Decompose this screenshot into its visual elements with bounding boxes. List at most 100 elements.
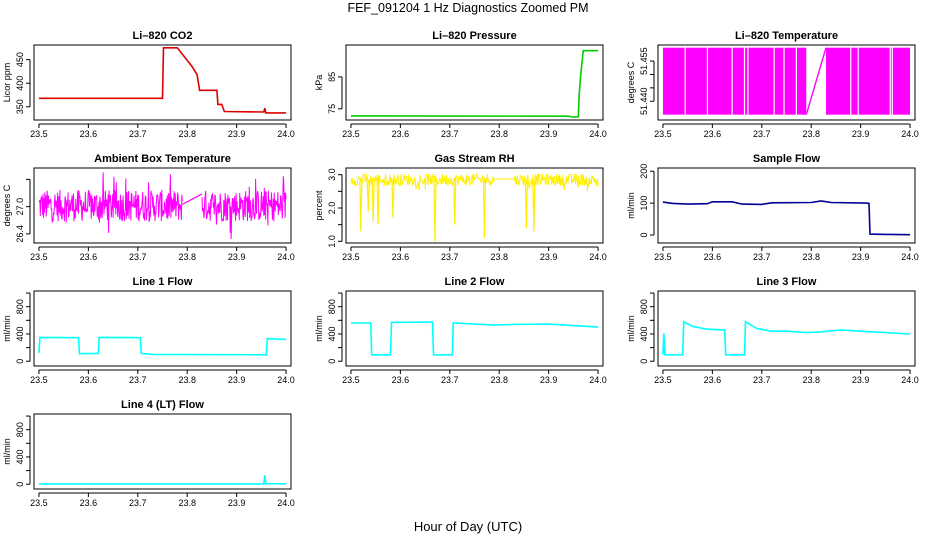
y-axis-label: ml/min <box>314 315 324 342</box>
x-tick-label: 23.5 <box>30 252 48 262</box>
panel-line2: Line 2 Flow ml/min 23.5 23.6 23.7 23.8 23.9 24.… <box>314 276 607 385</box>
x-tick-label: 23.8 <box>178 129 196 139</box>
data-band <box>826 47 911 115</box>
x-axis: 23.5 23.6 23.7 23.8 23.9 24.0 <box>342 246 607 262</box>
y-axis-label: degrees C <box>2 184 12 226</box>
data-spike <box>371 179 375 222</box>
x-tick-label: 23.9 <box>852 129 870 139</box>
series-line <box>350 49 599 118</box>
plot-area <box>662 45 911 120</box>
y-axis: 26.4 27.0 <box>15 178 31 243</box>
panel-rh: Gas Stream RH percent 23.5 23.6 23.7 23.8 23.9… <box>314 153 607 262</box>
y-tick-label: 800 <box>15 422 25 437</box>
panel-title: Li–820 Temperature <box>735 30 838 42</box>
y-tick-label: 27.0 <box>15 198 25 216</box>
x-tick-label: 23.7 <box>441 129 459 139</box>
x-tick-label: 23.5 <box>654 375 672 385</box>
y-axis-label: degrees C <box>626 61 636 103</box>
y-tick-label: 400 <box>639 326 649 341</box>
x-tick-label: 23.7 <box>129 252 147 262</box>
panel-title: Line 4 (LT) Flow <box>121 399 204 411</box>
x-axis: 23.5 23.6 23.7 23.8 23.9 24.0 <box>654 246 919 262</box>
y-tick-label: 800 <box>639 299 649 314</box>
plot-area <box>350 173 599 242</box>
x-tick-label: 24.0 <box>901 252 919 262</box>
x-axis: 23.5 23.6 23.7 23.8 23.9 24.0 <box>30 246 295 262</box>
plot-area <box>38 475 287 485</box>
x-tick-label: 24.0 <box>589 129 607 139</box>
series-line <box>662 320 911 356</box>
x-tick-label: 23.5 <box>342 129 360 139</box>
plot-frame <box>657 290 916 367</box>
x-tick-label: 23.6 <box>392 129 410 139</box>
data-spike <box>482 179 486 239</box>
x-tick-label: 23.9 <box>540 375 558 385</box>
x-tick-label: 23.9 <box>540 129 558 139</box>
panel-sample-flow: Sample Flow ml/min 23.5 23.6 23.7 23.8 23.9 24.… <box>626 153 919 262</box>
x-tick-label: 23.9 <box>540 252 558 262</box>
series-line <box>201 176 287 240</box>
plot-area <box>350 321 599 356</box>
x-tick-label: 24.0 <box>277 498 295 508</box>
plot-frame <box>33 167 292 244</box>
y-tick-label: 450 <box>15 52 25 67</box>
series-line <box>38 46 287 114</box>
panel-title: Ambient Box Temperature <box>94 153 231 165</box>
x-tick-label: 23.8 <box>490 252 508 262</box>
x-tick-label: 24.0 <box>277 252 295 262</box>
plot-area <box>350 49 599 118</box>
x-tick-label: 23.7 <box>753 375 771 385</box>
x-tick-label: 24.0 <box>589 375 607 385</box>
series-line <box>662 200 911 236</box>
panel-line3: Line 3 Flow ml/min 23.5 23.6 23.7 23.8 23.9 24.… <box>626 276 919 385</box>
y-tick-label: 3.0 <box>327 168 337 181</box>
plot-area <box>662 320 911 356</box>
x-tick-label: 23.5 <box>30 129 48 139</box>
x-tick-label: 23.7 <box>129 498 147 508</box>
series-line <box>350 321 599 356</box>
series-line <box>38 172 183 233</box>
x-tick-label: 23.6 <box>392 375 410 385</box>
x-tick-label: 23.9 <box>228 129 246 139</box>
data-spike <box>453 179 457 225</box>
y-axis: 0 400 800 <box>15 292 31 364</box>
plot-frame <box>345 167 604 244</box>
y-axis: 0 400 800 <box>327 292 343 364</box>
x-axis: 23.5 23.6 23.7 23.8 23.9 24.0 <box>342 369 607 385</box>
x-tick-label: 23.5 <box>342 375 360 385</box>
y-axis-label: ml/min <box>626 192 636 219</box>
data-band <box>662 47 807 115</box>
y-tick-label: 0 <box>327 359 337 364</box>
x-tick-label: 23.9 <box>852 375 870 385</box>
x-tick-label: 23.6 <box>704 375 722 385</box>
x-axis: 23.5 23.6 23.7 23.8 23.9 24.0 <box>342 123 607 139</box>
x-axis: 23.5 23.6 23.7 23.8 23.9 24.0 <box>30 492 295 508</box>
y-tick-label: 350 <box>15 99 25 114</box>
y-axis: 0 400 800 <box>15 415 31 487</box>
panel-title: Li–820 Pressure <box>432 30 516 42</box>
x-tick-label: 23.5 <box>342 252 360 262</box>
plot-area <box>38 336 287 356</box>
y-tick-label: 0 <box>15 359 25 364</box>
plot-frame <box>345 290 604 367</box>
data-spike <box>359 179 363 232</box>
plot-area <box>38 46 287 114</box>
panel-pressure: Li–820 Pressure kPa 23.5 23.6 23.7 23.8 23.9 24… <box>314 30 607 139</box>
x-tick-label: 23.8 <box>178 498 196 508</box>
data-spike <box>532 179 536 232</box>
y-tick-label: 200 <box>639 164 649 179</box>
x-tick-label: 23.8 <box>490 375 508 385</box>
y-tick-label: 0 <box>15 482 25 487</box>
x-tick-label: 23.6 <box>80 498 98 508</box>
panel-title: Gas Stream RH <box>434 153 514 165</box>
series-line <box>513 173 599 192</box>
y-tick-label: 400 <box>327 326 337 341</box>
x-tick-label: 23.5 <box>30 498 48 508</box>
x-tick-label: 23.8 <box>802 375 820 385</box>
plot-frame <box>345 44 604 121</box>
y-tick-label: 51.440 <box>639 87 649 115</box>
connector-line <box>181 193 203 205</box>
